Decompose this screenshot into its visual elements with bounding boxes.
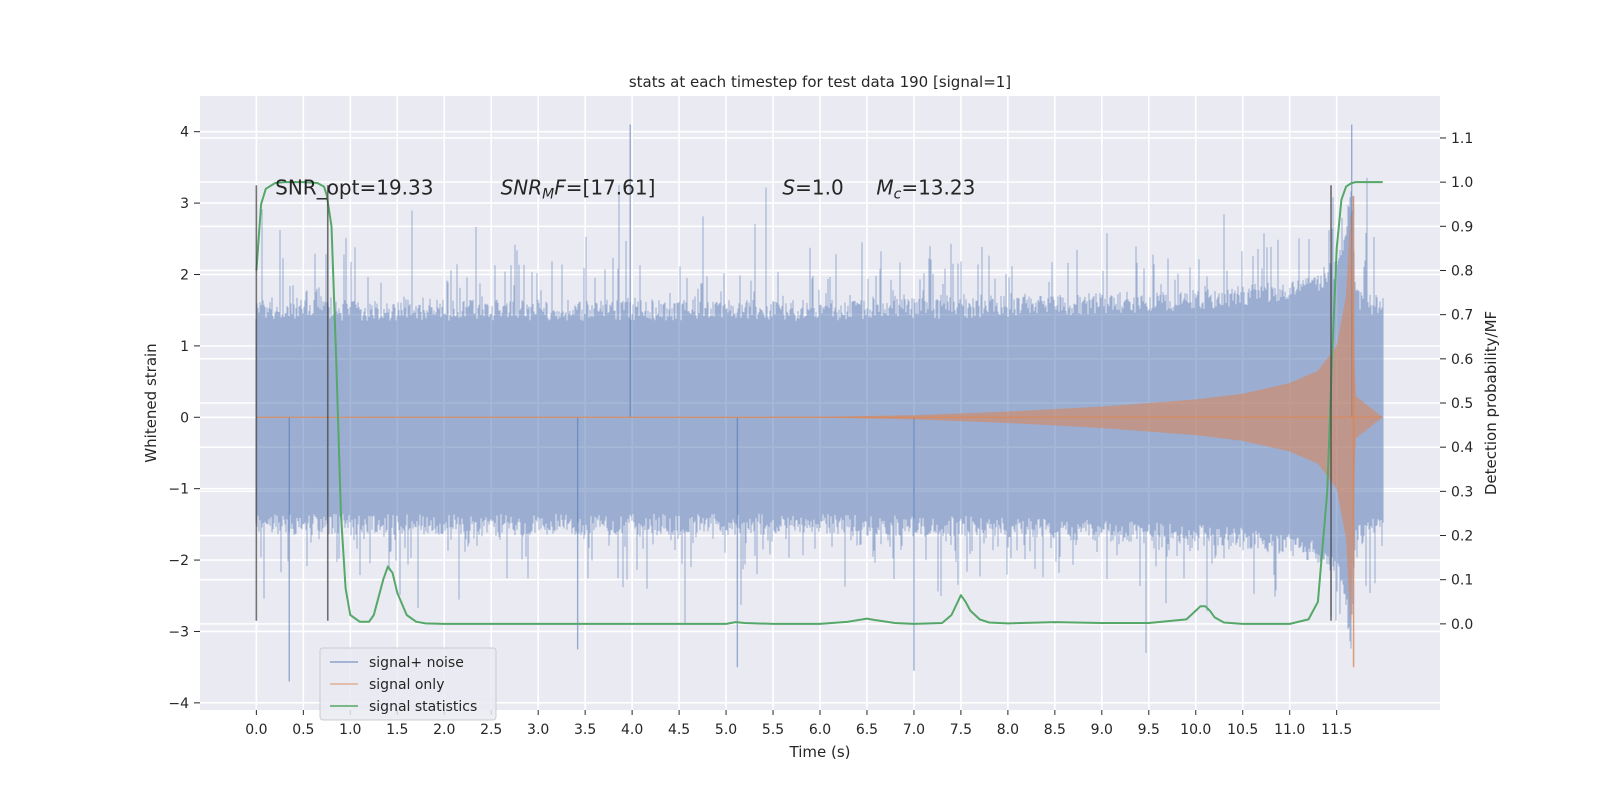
annotation-3: Mc=13.23 (876, 175, 975, 202)
annotation-2-part-1: =1.0 (795, 175, 844, 199)
annotation-2-part-0: S (782, 175, 795, 199)
x-tick-label-10: 5.0 (715, 722, 737, 738)
series-signal-statistics (255, 181, 1383, 625)
y-right-tick-label-0: 0.0 (1451, 617, 1473, 633)
annotation-3-part-2: =13.23 (901, 175, 975, 199)
x-tick-label-19: 9.5 (1138, 722, 1160, 738)
annotation-0: SNR_opt=19.33 (275, 175, 433, 199)
annotation-1-part-0: SNR (501, 175, 543, 199)
x-tick-label-6: 3.0 (527, 722, 549, 738)
x-tick-label-23: 11.5 (1321, 722, 1352, 738)
x-tick-label-2: 1.0 (339, 722, 361, 738)
x-axis-ticks: 0.0 0.5 1.0 1.5 2.0 2.5 3.0 3.5 4.0 4.5 5.0 5.5 6.0 6… (245, 710, 1352, 738)
x-tick-label-21: 10.5 (1227, 722, 1258, 738)
legend: signal+ noise signal only signal statist… (319, 647, 497, 721)
y-right-tick-label-10: 1.0 (1451, 175, 1473, 191)
x-tick-label-7: 3.5 (574, 722, 596, 738)
x-tick-label-5: 2.5 (480, 722, 502, 738)
y-left-tick-label-5: 1 (180, 339, 189, 355)
x-tick-label-15: 7.5 (950, 722, 972, 738)
annotation-2: S=1.0 (782, 175, 843, 199)
y-left-tick-label-2: −2 (168, 553, 189, 569)
annotation-1-part-2: F (554, 175, 566, 199)
y-left-tick-label-4: 0 (180, 410, 189, 426)
y-left-tick-label-3: −1 (168, 482, 189, 498)
y-right-tick-label-11: 1.1 (1451, 131, 1473, 147)
x-tick-label-18: 9.0 (1091, 722, 1113, 738)
vertical-lines (255, 185, 1332, 621)
y-left-tick-label-0: −4 (168, 696, 189, 712)
y-left-tick-label-8: 4 (180, 125, 189, 141)
x-tick-label-20: 10.0 (1180, 722, 1211, 738)
y-right-axis-label: Detection probability/MF (1482, 311, 1500, 495)
y-left-tick-label-1: −3 (168, 624, 189, 640)
annotations: SNR_opt=19.33 SNRMF=[17.61] S=1.0 Mc=13.23 (275, 175, 975, 202)
y-left-axis-label: Whitened strain (142, 343, 160, 462)
x-tick-label-14: 7.0 (903, 722, 925, 738)
annotation-3-part-1: c (894, 186, 902, 202)
x-tick-label-17: 8.5 (1044, 722, 1066, 738)
legend-label-signal-only: signal only (369, 677, 444, 693)
y-right-tick-label-4: 0.4 (1451, 440, 1473, 456)
x-tick-label-0: 0.0 (245, 722, 267, 738)
series-signal-only (256, 195, 1383, 668)
x-tick-label-8: 4.0 (621, 722, 643, 738)
x-tick-label-16: 8.0 (997, 722, 1019, 738)
series-layer (255, 124, 1384, 682)
annotation-1-part-1: M (542, 186, 554, 202)
y-right-tick-label-1: 0.1 (1451, 573, 1473, 589)
x-tick-label-1: 0.5 (292, 722, 314, 738)
y-right-tick-label-3: 0.3 (1451, 484, 1473, 500)
legend-label-signal-noise: signal+ noise (369, 655, 464, 671)
y-right-tick-label-7: 0.7 (1451, 308, 1473, 324)
legend-label-signal-statistics: signal statistics (369, 699, 477, 715)
chart-title: stats at each timestep for test data 190… (629, 73, 1011, 91)
x-tick-label-13: 6.5 (856, 722, 878, 738)
x-tick-label-11: 5.5 (762, 722, 784, 738)
x-tick-label-4: 2.0 (433, 722, 455, 738)
y-left-tick-label-7: 3 (180, 196, 189, 212)
y-right-tick-label-8: 0.8 (1451, 263, 1473, 279)
x-tick-label-22: 11.0 (1274, 722, 1305, 738)
y-right-tick-label-9: 0.9 (1451, 219, 1473, 235)
signal-statistics-line (255, 181, 1383, 625)
y-right-axis-ticks: 0.0 0.1 0.2 0.3 0.4 0.5 0.6 0.7 0.8 0.9 1.0 1.1 (1440, 131, 1473, 633)
x-axis-label: Time (s) (789, 743, 851, 761)
legend-box (319, 647, 497, 721)
y-right-tick-label-5: 0.5 (1451, 396, 1473, 412)
y-right-tick-label-2: 0.2 (1451, 529, 1473, 545)
annotation-3-part-0: M (876, 175, 893, 199)
annotation-1-part-3: =[17.61] (566, 175, 656, 199)
x-tick-label-3: 1.5 (386, 722, 408, 738)
y-left-tick-label-6: 2 (180, 267, 189, 283)
x-tick-label-12: 6.0 (809, 722, 831, 738)
annotation-1: SNRMF=[17.61] (501, 175, 656, 202)
y-right-tick-label-6: 0.6 (1451, 352, 1473, 368)
x-tick-label-9: 4.5 (668, 722, 690, 738)
y-left-axis-ticks: −4 −3 −2 −1 0 1 2 3 4 (168, 125, 200, 712)
